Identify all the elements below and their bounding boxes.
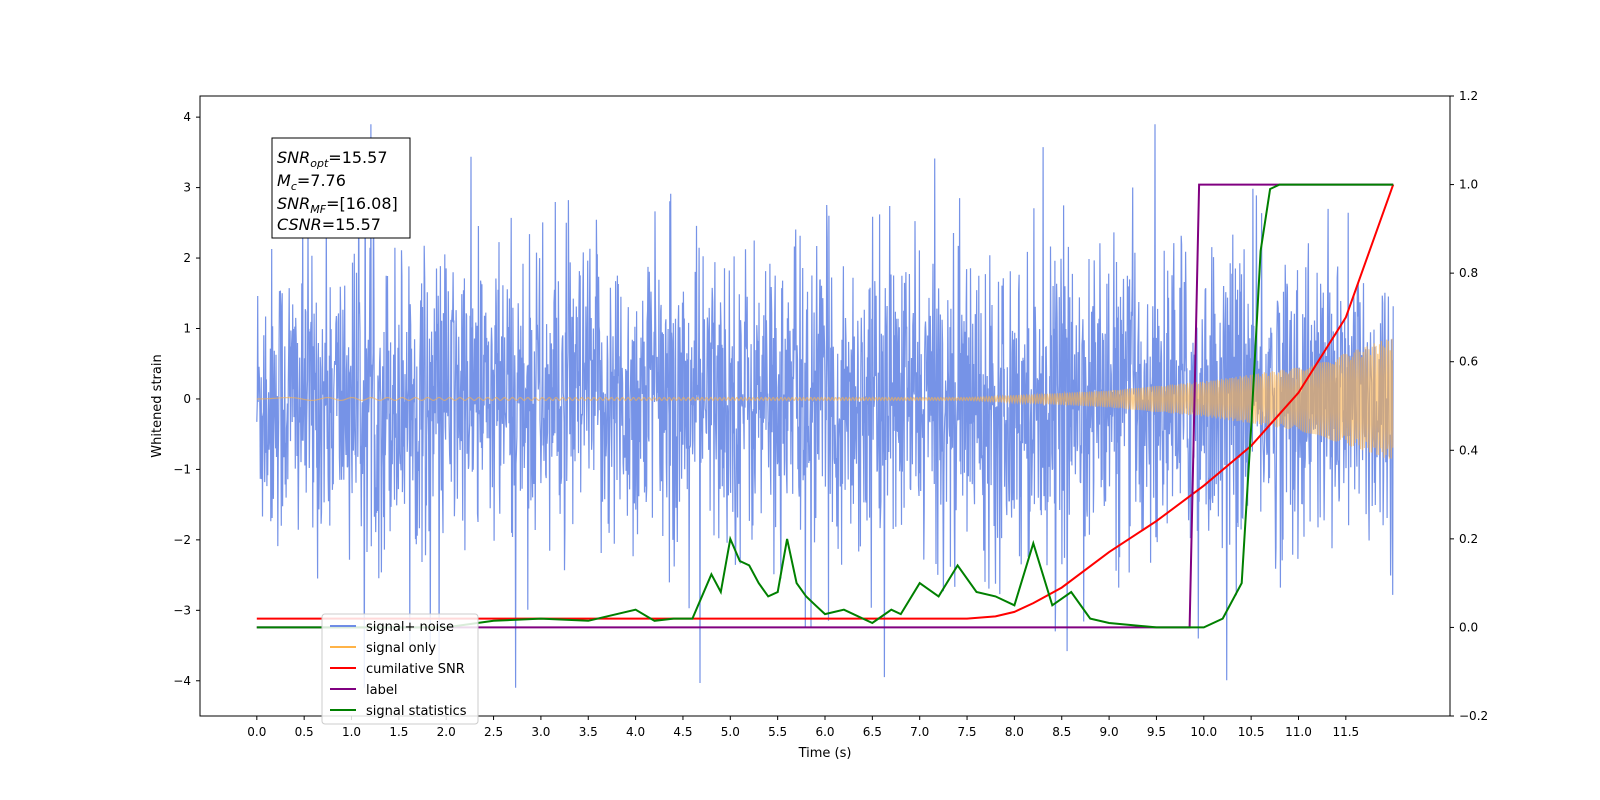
y-tick-label: 4 [183, 110, 191, 124]
series-signal-only [256, 338, 1394, 459]
y-tick-label: −4 [173, 674, 191, 688]
legend-item-signal-statistics: signal statistics [330, 704, 467, 719]
legend-item-signal-only: signal only [330, 641, 436, 656]
x-tick-label: 10.0 [1190, 725, 1217, 739]
x-tick-label: 7.0 [910, 725, 929, 739]
x-tick-label: 2.0 [437, 725, 456, 739]
x-tick-label: 4.5 [673, 725, 692, 739]
x-tick-label: 0.5 [295, 725, 314, 739]
y-tick-label: 1 [183, 322, 191, 336]
svg-text:cumilative SNR: cumilative SNR [366, 662, 465, 677]
y2-tick-label: 1.2 [1459, 89, 1478, 103]
annotation-snr-opt: SNRopt=15.57 [277, 148, 388, 170]
x-tick-label: 5.5 [768, 725, 787, 739]
x-tick-label: 11.5 [1332, 725, 1359, 739]
y2-tick-label: 1.0 [1459, 178, 1478, 192]
y-tick-label: 2 [183, 251, 191, 265]
x-tick-label: 8.5 [1052, 725, 1071, 739]
x-axis-label: Time (s) [798, 746, 852, 761]
x-tick-label: 9.5 [1147, 725, 1166, 739]
x-tick-label: 2.5 [484, 725, 503, 739]
y-tick-label: 3 [183, 181, 191, 195]
x-tick-label: 5.0 [721, 725, 740, 739]
y2-tick-label: −0.2 [1459, 709, 1488, 723]
x-tick-label: 6.5 [863, 725, 882, 739]
axis-ticks: 0.0 0.5 1.0 1.5 2.0 2.5 3.0 3.5 4.0 4.5 5.0 5.5 6.0 6… [173, 89, 1488, 739]
annotation-box: SNRopt=15.57 Mc=7.76 SNRMF=[16.08] CSNR=… [271, 137, 411, 239]
legend-item-cumulative-snr: cumilative SNR [330, 662, 465, 677]
y2-tick-label: 0.4 [1459, 443, 1478, 457]
x-tick-label: 7.5 [957, 725, 976, 739]
x-tick-label: 8.0 [1005, 725, 1024, 739]
x-tick-label: 3.5 [579, 725, 598, 739]
y-axis-label: Whitened strain [150, 354, 165, 457]
annotation-snr-mf: SNRMF=[16.08] [277, 194, 398, 216]
annotation-csnr: CSNR=15.57 [277, 215, 381, 234]
legend: signal+ noise signal only cumilative SNR… [321, 613, 479, 725]
svg-text:signal only: signal only [366, 641, 436, 656]
x-tick-label: 0.0 [247, 725, 266, 739]
svg-text:label: label [366, 683, 397, 698]
y-tick-label: −3 [173, 603, 191, 617]
series-signal-statistics [256, 183, 1394, 629]
plot-area [256, 124, 1395, 688]
y2-tick-label: 0.8 [1459, 266, 1478, 280]
svg-text:signal statistics: signal statistics [366, 704, 467, 719]
y2-tick-label: 0.0 [1459, 620, 1478, 634]
y2-tick-label: 0.6 [1459, 355, 1478, 369]
legend-item-label: label [330, 683, 397, 698]
annotation-chirp-mass: Mc=7.76 [277, 171, 346, 193]
x-tick-label: 10.5 [1238, 725, 1265, 739]
x-tick-label: 6.0 [815, 725, 834, 739]
y-tick-label: 0 [183, 392, 191, 406]
x-tick-label: 1.5 [389, 725, 408, 739]
y-tick-label: −1 [173, 462, 191, 476]
x-tick-label: 11.0 [1285, 725, 1312, 739]
x-tick-label: 1.0 [342, 725, 361, 739]
x-tick-label: 3.0 [531, 725, 550, 739]
y2-tick-label: 0.2 [1459, 532, 1478, 546]
y-tick-label: −2 [173, 533, 191, 547]
svg-text:signal+ noise: signal+ noise [366, 620, 454, 635]
x-tick-label: 9.0 [1100, 725, 1119, 739]
legend-item-signal-noise: signal+ noise [330, 620, 454, 635]
x-tick-label: 4.0 [626, 725, 645, 739]
